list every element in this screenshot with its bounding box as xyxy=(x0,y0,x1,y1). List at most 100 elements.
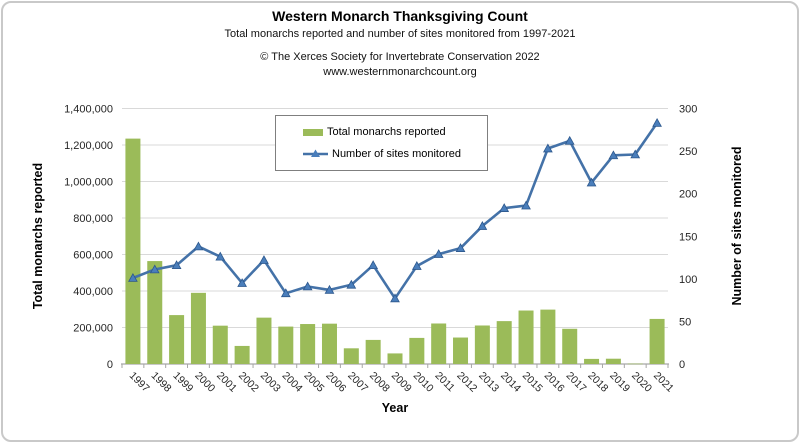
x-tick-label-2000: 2000 xyxy=(192,370,217,395)
x-tick-label-2016: 2016 xyxy=(542,370,567,395)
line-marker-2011 xyxy=(433,249,444,258)
bar-2010 xyxy=(409,337,425,364)
line-marker-2007 xyxy=(346,279,357,289)
line-marker-2001 xyxy=(215,251,226,261)
x-tick-label-2011: 2011 xyxy=(433,370,458,395)
y-right-tick-label: 300 xyxy=(679,104,697,116)
line-marker-2004 xyxy=(280,288,291,298)
x-tick-label-2021: 2021 xyxy=(651,370,676,395)
x-tick-label-2009: 2009 xyxy=(389,370,414,395)
y-left-tick-label: 200,000 xyxy=(73,323,113,335)
bar-2011 xyxy=(431,323,447,364)
line-marker-2002 xyxy=(237,278,247,287)
bar-2019 xyxy=(605,358,621,364)
y-left-tick-label: 400,000 xyxy=(73,286,113,298)
x-tick-label-2003: 2003 xyxy=(258,370,283,395)
y-left-tick-label: 1,200,000 xyxy=(64,140,113,152)
line-marker-2019 xyxy=(608,150,619,160)
legend-box: Total monarchs reported Number of sites … xyxy=(275,115,488,171)
x-tick-label-2020: 2020 xyxy=(629,370,654,395)
x-tick-label-2008: 2008 xyxy=(367,370,392,395)
line-marker-2015 xyxy=(521,200,531,210)
x-axis-title: Year xyxy=(381,401,409,415)
x-tick-label-2005: 2005 xyxy=(302,370,327,395)
x-tick-label-1998: 1998 xyxy=(149,370,174,395)
x-tick-label-2006: 2006 xyxy=(323,370,348,395)
bar-2000 xyxy=(190,292,206,364)
bar-2009 xyxy=(387,353,403,364)
y-left-tick-label: 800,000 xyxy=(73,213,113,225)
bar-2012 xyxy=(453,337,469,364)
line-marker-2013 xyxy=(477,221,488,230)
x-tick-label-2007: 2007 xyxy=(345,370,370,395)
x-tick-label-2019: 2019 xyxy=(607,370,632,395)
y-right-tick-label: 150 xyxy=(679,231,697,243)
line-marker-2018 xyxy=(586,177,597,187)
x-tick-label-2013: 2013 xyxy=(476,370,501,395)
line-marker-2010 xyxy=(411,261,422,270)
bar-2006 xyxy=(321,323,337,364)
line-marker-2009 xyxy=(390,293,400,303)
line-marker-2017 xyxy=(564,135,575,145)
line-marker-2000 xyxy=(193,241,204,251)
line-marker-1997 xyxy=(128,272,138,282)
legend-label-monarchs: Total monarchs reported xyxy=(327,126,446,138)
x-tick-label-2010: 2010 xyxy=(411,370,436,395)
y-axis-left-title: Total monarchs reported xyxy=(31,162,45,310)
x-tick-label-1997: 1997 xyxy=(127,370,152,395)
y-right-tick-label: 100 xyxy=(679,274,697,286)
line-marker-2008 xyxy=(368,260,379,270)
line-marker-2021 xyxy=(652,117,662,127)
y-left-tick-label: 0 xyxy=(107,359,113,371)
bar-2001 xyxy=(212,325,228,364)
bar-2017 xyxy=(562,328,578,364)
legend-line-swatch-icon xyxy=(303,149,328,157)
y-left-tick-label: 600,000 xyxy=(73,250,113,262)
bar-2004 xyxy=(278,326,294,364)
copyright-credit: © The Xerces Society for Invertebrate Co… xyxy=(260,51,540,63)
y-right-tick-label: 250 xyxy=(679,146,697,158)
x-tick-label-2001: 2001 xyxy=(214,370,239,395)
bar-2013 xyxy=(474,325,490,364)
x-tick-label-2018: 2018 xyxy=(585,370,610,395)
x-tick-label-2012: 2012 xyxy=(454,370,479,395)
line-marker-2014 xyxy=(499,203,510,212)
website-url: www.westernmonarchcount.org xyxy=(323,66,477,78)
y-axis-right-title: Number of sites monitored xyxy=(730,146,744,306)
bar-2002 xyxy=(234,345,250,364)
bar-2018 xyxy=(584,358,600,364)
chart-subtitle: Total monarchs reported and number of si… xyxy=(224,28,576,40)
legend-item-monarchs: Total monarchs reported xyxy=(303,126,487,138)
x-tick-label-1999: 1999 xyxy=(170,370,195,395)
legend-bar-swatch-icon xyxy=(303,128,323,136)
y-right-tick-label: 50 xyxy=(679,316,691,328)
x-tick-label-2004: 2004 xyxy=(280,370,305,395)
bar-1997 xyxy=(125,138,141,364)
legend-item-sites: Number of sites monitored xyxy=(303,148,487,160)
x-tick-label-2017: 2017 xyxy=(564,370,589,395)
bar-2015 xyxy=(518,310,534,364)
bar-1999 xyxy=(169,315,185,364)
x-tick-label-2002: 2002 xyxy=(236,370,261,395)
y-right-tick-label: 200 xyxy=(679,189,697,201)
line-marker-2003 xyxy=(259,255,269,264)
x-tick-label-2015: 2015 xyxy=(520,370,545,395)
bar-2005 xyxy=(300,324,316,364)
y-left-tick-label: 1,000,000 xyxy=(64,177,113,189)
line-marker-2006 xyxy=(324,284,335,294)
bar-2007 xyxy=(343,348,359,364)
legend-label-sites: Number of sites monitored xyxy=(332,148,461,160)
y-left-tick-label: 1,400,000 xyxy=(64,104,113,116)
chart-title: Western Monarch Thanksgiving Count xyxy=(272,8,528,24)
line-marker-2005 xyxy=(302,281,313,291)
line-marker-2016 xyxy=(543,143,553,153)
bar-2014 xyxy=(496,321,512,364)
line-marker-1999 xyxy=(171,260,182,270)
y-right-tick-label: 0 xyxy=(679,359,685,371)
bar-2021 xyxy=(649,318,665,364)
bar-2020 xyxy=(627,363,643,365)
bar-1998 xyxy=(147,261,163,364)
bar-2016 xyxy=(540,309,556,364)
